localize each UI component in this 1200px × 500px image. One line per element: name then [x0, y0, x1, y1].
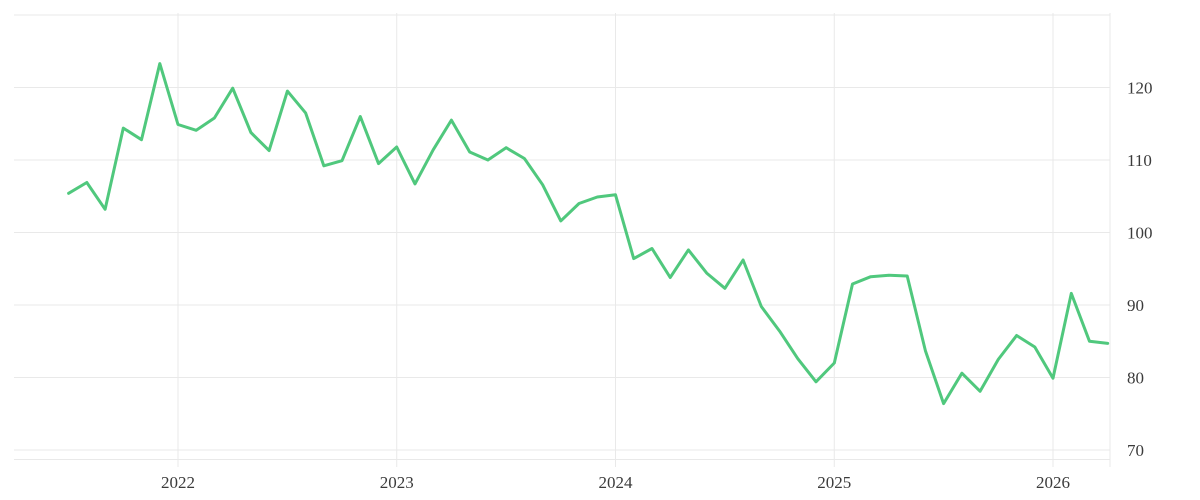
x-axis-tick-label: 2022 [161, 473, 195, 492]
y-axis-tick-label: 120 [1127, 79, 1153, 98]
x-axis-tick-label: 2023 [380, 473, 414, 492]
chart-gridlines [14, 13, 1111, 467]
x-axis-tick-label: 2025 [817, 473, 851, 492]
chart-axis-labels: 2022 2023 2024 2025 2026 120 110 100 90 80 70 [161, 79, 1153, 493]
x-axis-tick-label: 2026 [1036, 473, 1070, 492]
y-axis-tick-label: 100 [1127, 224, 1153, 243]
y-axis-tick-label: 110 [1127, 151, 1152, 170]
price-index-line [67, 62, 1110, 406]
y-axis-tick-label: 80 [1127, 369, 1144, 388]
y-axis-tick-label: 70 [1127, 441, 1144, 460]
chart-series [67, 62, 1110, 406]
y-axis-tick-label: 90 [1127, 296, 1144, 315]
x-axis-tick-label: 2024 [599, 473, 634, 492]
